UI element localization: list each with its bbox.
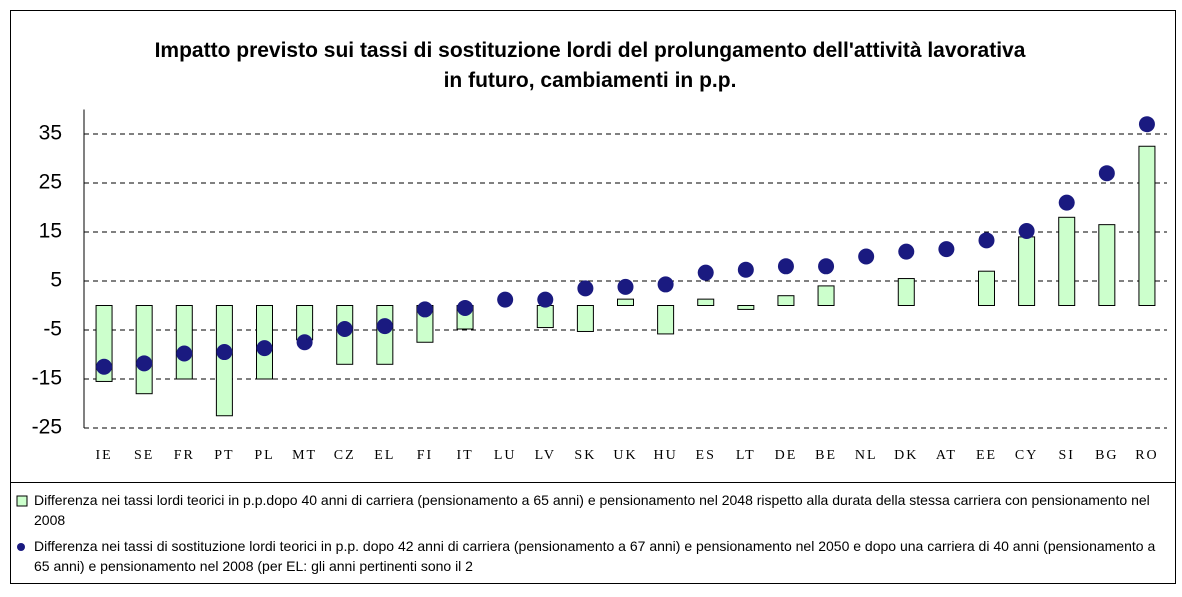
- dot: [457, 299, 474, 316]
- legend-item: Differenza nei tassi di sostituzione lor…: [16, 536, 1166, 576]
- y-tick-label: -5: [43, 318, 62, 341]
- x-tick-label: LV: [535, 448, 556, 463]
- dot: [256, 340, 273, 357]
- x-tick-label: DE: [775, 448, 798, 463]
- legend-item: Differenza nei tassi lordi teorici in p.…: [16, 490, 1166, 530]
- dot: [737, 261, 754, 278]
- legend-label: Differenza nei tassi di sostituzione lor…: [34, 538, 1156, 574]
- x-tick-label: SE: [134, 448, 154, 463]
- y-tick-label: 25: [39, 171, 62, 194]
- x-tick-label: IT: [456, 448, 473, 463]
- x-tick-label: SI: [1058, 448, 1074, 463]
- bar: [617, 298, 634, 307]
- x-tick-label: NL: [855, 448, 878, 463]
- dot: [1138, 116, 1155, 133]
- x-tick-label: FR: [174, 448, 195, 463]
- x-tick-label: HU: [653, 448, 677, 463]
- bar: [1098, 224, 1116, 306]
- x-tick-label: IE: [95, 448, 112, 463]
- x-tick-label: PT: [214, 448, 234, 463]
- x-tick-label: UK: [613, 448, 637, 463]
- dot: [617, 278, 634, 295]
- dot: [416, 301, 433, 318]
- dot: [1058, 194, 1075, 211]
- legend-label: Differenza nei tassi lordi teorici in p.…: [34, 492, 1150, 528]
- x-tick-label: AT: [936, 448, 957, 463]
- bar: [215, 305, 233, 417]
- x-tick-label: DK: [894, 448, 918, 463]
- x-tick-label: FI: [417, 448, 433, 463]
- dot: [697, 264, 714, 281]
- y-tick-label: 5: [50, 269, 62, 292]
- bar: [135, 305, 153, 395]
- bar: [576, 305, 594, 332]
- dot: [336, 321, 353, 338]
- y-tick-label: -15: [32, 367, 62, 390]
- bar: [897, 278, 915, 306]
- dot: [858, 248, 875, 265]
- bar: [376, 305, 394, 365]
- x-tick-label: SK: [574, 448, 596, 463]
- bar: [697, 298, 715, 307]
- bar: [817, 285, 835, 306]
- dot: [296, 334, 313, 351]
- y-tick-label: 35: [39, 122, 62, 145]
- bar: [536, 305, 554, 329]
- bar: [657, 305, 675, 335]
- bar: [1058, 216, 1076, 306]
- dot: [537, 291, 554, 308]
- x-tick-label: PL: [254, 448, 274, 463]
- legend-swatch: [17, 543, 25, 551]
- x-tick-label: EL: [374, 448, 395, 463]
- x-tick-label: CY: [1015, 448, 1038, 463]
- legend-square: [16, 495, 28, 507]
- x-tick-label: ES: [696, 448, 716, 463]
- chart-title: Impatto previsto sui tassi di sostituzio…: [154, 39, 1026, 92]
- dot: [938, 241, 955, 258]
- legend-separator: [10, 482, 1176, 483]
- dot: [216, 344, 233, 361]
- dot: [777, 258, 794, 275]
- y-tick-label: 15: [39, 220, 62, 243]
- plot: -25 -15 -5 5 15 25 35 IE SE FR PT PL MT CZ EL FI IT LU LV S…: [32, 109, 1167, 463]
- x-tick-label: LT: [736, 448, 756, 463]
- legend-swatch: [16, 495, 28, 507]
- x-tick-label: CZ: [334, 448, 356, 463]
- dot: [898, 243, 915, 260]
- chart-frame: [10, 10, 1176, 584]
- dot: [376, 318, 393, 335]
- bar: [737, 305, 755, 310]
- dot: [818, 258, 835, 275]
- x-tick-label: BG: [1095, 448, 1118, 463]
- dot: [176, 345, 193, 362]
- dot: [978, 232, 995, 249]
- dot: [1018, 223, 1035, 240]
- dot: [657, 276, 674, 293]
- dot: [1098, 165, 1115, 182]
- bar: [777, 295, 795, 307]
- x-tick-label: MT: [292, 448, 317, 463]
- bar: [1138, 145, 1156, 306]
- bar: [1018, 236, 1036, 306]
- dot: [96, 358, 113, 375]
- bar: [175, 305, 193, 380]
- y-tick-label: -25: [32, 416, 62, 439]
- legend-dot: [17, 543, 25, 551]
- dot: [136, 355, 153, 372]
- bar: [978, 270, 995, 307]
- x-tick-label: LU: [494, 448, 517, 463]
- dot: [497, 291, 514, 308]
- dot: [577, 280, 594, 297]
- x-tick-label: EE: [976, 448, 997, 463]
- x-tick-label: BE: [815, 448, 837, 463]
- x-tick-label: RO: [1135, 448, 1158, 463]
